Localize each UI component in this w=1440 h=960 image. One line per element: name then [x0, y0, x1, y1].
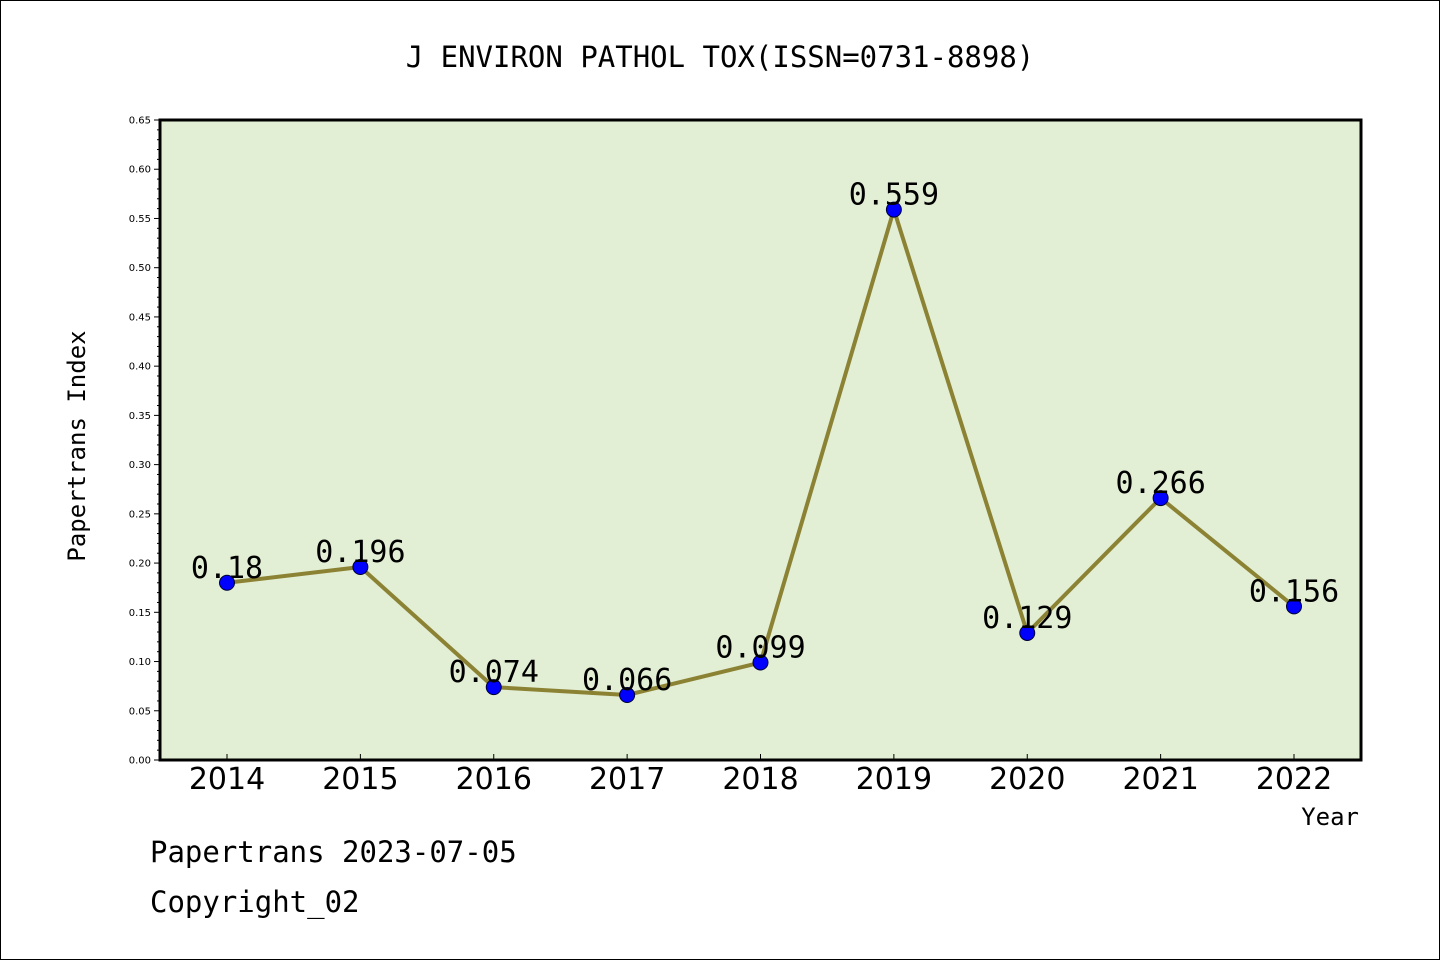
plot-area	[160, 120, 1361, 760]
x-tick-label: 2018	[722, 762, 798, 797]
x-tick-label: 2021	[1122, 762, 1198, 797]
y-tick-label: 0.15	[129, 608, 151, 619]
data-point-2020	[1019, 624, 1036, 641]
x-tick-label: 2019	[856, 762, 932, 797]
y-tick-label: 0.30	[129, 460, 151, 471]
footer-date: Papertrans 2023-07-05	[150, 835, 517, 869]
data-markers	[219, 201, 1302, 704]
y-tick-label: 0.60	[129, 165, 151, 176]
x-tick-label: 2016	[456, 762, 532, 797]
x-tick-label: 2022	[1256, 762, 1332, 797]
data-point-2022	[1286, 598, 1302, 615]
y-tick-label: 0.65	[129, 116, 151, 127]
x-tick-label: 2015	[322, 762, 398, 797]
y-tick-label: 0.20	[129, 559, 151, 570]
data-label-2019: 0.559	[849, 178, 939, 213]
y-tick-label: 0.50	[129, 263, 151, 274]
data-labels: 0.18 0.196 0.074 0.066 0.099 0.559 0.129 0.266 0…	[191, 178, 1339, 698]
y-tick-label: 0.25	[129, 509, 151, 520]
x-tick-label: 2014	[189, 762, 265, 797]
data-point-2016	[485, 679, 502, 696]
data-point-2014	[219, 574, 235, 591]
data-point-2019	[885, 201, 902, 218]
data-label-2021: 0.266	[1115, 466, 1205, 501]
data-label-2020: 0.129	[982, 601, 1072, 636]
footer-copyright: Copyright_02	[150, 885, 360, 919]
data-label-2018: 0.099	[715, 631, 805, 666]
x-axis-title: Year	[1301, 803, 1359, 831]
data-point-2015	[352, 559, 369, 576]
y-axis-title: Papertrans Index	[63, 330, 91, 561]
plot-border	[158, 118, 1363, 762]
data-point-2017	[619, 687, 636, 704]
chart-title: J ENVIRON PATHOL TOX(ISSN=0731-8898)	[406, 40, 1035, 74]
x-tick-label: 2017	[589, 762, 665, 797]
y-tick-label: 0.00	[129, 756, 151, 767]
y-tick-label: 0.35	[129, 411, 151, 422]
data-point-2021	[1152, 490, 1169, 507]
y-tick-label: 0.10	[129, 657, 151, 668]
y-tick-label: 0.40	[129, 362, 151, 373]
data-label-2017: 0.066	[582, 663, 672, 698]
x-tick-label: 2020	[989, 762, 1065, 797]
data-label-2014: 0.18	[191, 551, 263, 586]
y-tick-label: 0.45	[129, 312, 151, 323]
y-tick-label: 0.05	[129, 706, 151, 717]
data-label-2016: 0.074	[449, 655, 539, 690]
x-axis: 2014 2015 2016 2017 2018 2019 2020 2021 2022	[189, 754, 1332, 797]
data-label-2022: 0.156	[1249, 574, 1339, 609]
data-point-2018	[752, 654, 769, 671]
y-axis: 0.00 0.05 0.10 0.15 0.20 0.25 0.30 0.35 0.40 0.45…	[129, 116, 160, 767]
data-label-2015: 0.196	[315, 535, 405, 570]
y-tick-label: 0.55	[129, 214, 151, 225]
